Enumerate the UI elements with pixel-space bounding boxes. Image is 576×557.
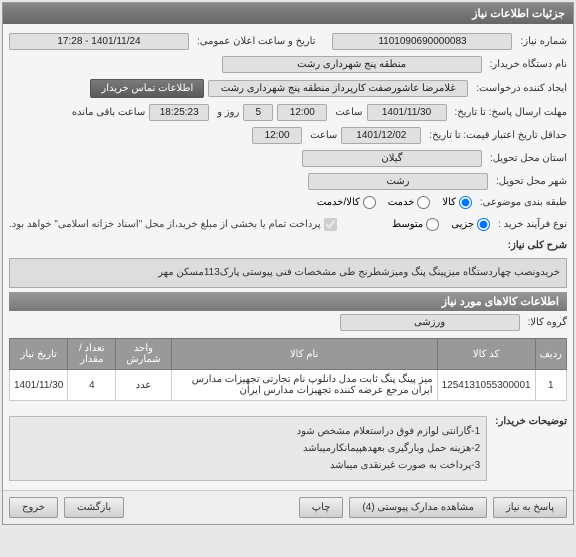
items-header: اطلاعات کالاهای مورد نیاز <box>9 292 567 311</box>
td-unit: عدد <box>116 370 171 401</box>
proc-partial-label: جزیی <box>451 219 474 230</box>
cat-goods-option[interactable]: کالا <box>442 196 472 209</box>
announce-label: تاریخ و ساعت اعلان عمومی: <box>193 36 316 47</box>
table-row: 1 1254131055300001 میز پینگ پنگ ثابت مدل… <box>10 370 567 401</box>
cat-service-radio[interactable] <box>417 196 430 209</box>
group-value: ورزشی <box>340 314 520 331</box>
proc-partial-radio[interactable] <box>477 218 490 231</box>
payment-notice-item: پرداخت تمام یا بخشی از مبلغ خرید،از محل … <box>9 215 337 234</box>
cat-goods-label: کالا <box>442 197 456 208</box>
items-table: ردیف کد کالا نام کالا واحد شمارش تعداد /… <box>9 338 567 401</box>
process-label: نوع فرآیند خرید : <box>494 219 567 230</box>
row-requester: ایجاد کننده درخواست: غلامرضا عاشورصفت کا… <box>9 76 567 101</box>
th-qty: تعداد / مقدار <box>68 339 116 370</box>
requester-label: ایجاد کننده درخواست: <box>472 83 567 94</box>
proc-medium-option[interactable]: متوسط <box>392 218 439 231</box>
proc-medium-radio[interactable] <box>426 218 439 231</box>
items-tbody: 1 1254131055300001 میز پینگ پنگ ثابت مدل… <box>10 370 567 401</box>
cat-service-label: خدمت <box>388 197 415 208</box>
details-panel: جزئیات اطلاعات نیاز شماره نیاز: 11010906… <box>2 2 574 525</box>
items-header-row: ردیف کد کالا نام کالا واحد شمارش تعداد /… <box>10 339 567 370</box>
items-thead: ردیف کد کالا نام کالا واحد شمارش تعداد /… <box>10 339 567 370</box>
row-province: استان محل تحویل: گیلان <box>9 147 567 170</box>
credit-label: حداقل تاریخ اعتبار قیمت: تا تاریخ: <box>425 130 567 141</box>
contact-buyer-button[interactable]: اطلاعات تماس خریدار <box>90 79 204 98</box>
exit-button[interactable]: خروج <box>9 497 58 518</box>
reply-button[interactable]: پاسخ به نیاز <box>493 497 567 518</box>
days-label: روز و <box>213 107 239 118</box>
category-label: طبقه بندی موضوعی: <box>476 197 567 208</box>
row-process: نوع فرآیند خرید : جزیی متوسط پرداخت تمام… <box>9 212 567 237</box>
proc-medium-label: متوسط <box>392 219 423 230</box>
th-row: ردیف <box>535 339 566 370</box>
row-deadline: مهلت ارسال پاسخ: تا تاریخ: 1401/11/30 سا… <box>9 101 567 124</box>
desc-box: خریدونصب چهاردستگاه میزپینگ پنگ ومیزشطرن… <box>9 258 567 288</box>
attachments-button[interactable]: مشاهده مدارک پیوستی (4) <box>349 497 487 518</box>
buyer-notes: 1-گارانتی لوازم فوق دراستعلام مشخص شود 2… <box>9 416 487 481</box>
th-date: تاریخ نیاز <box>10 339 68 370</box>
row-buyer-org: نام دستگاه خریدار: منطقه پنج شهرداری رشت <box>9 53 567 76</box>
td-row: 1 <box>535 370 566 401</box>
group-label: گروه کالا: <box>524 317 567 328</box>
remain-label: ساعت باقی مانده <box>68 107 145 118</box>
td-qty: 4 <box>68 370 116 401</box>
row-category: طبقه بندی موضوعی: کالا خدمت کالا/خدمت <box>9 193 567 212</box>
deadline-time: 12:00 <box>277 104 327 121</box>
th-unit: واحد شمارش <box>116 339 171 370</box>
province-value: گیلان <box>302 150 482 167</box>
time-remaining: 18:25:23 <box>149 104 209 121</box>
deadline-date: 1401/11/30 <box>367 104 447 121</box>
province-label: استان محل تحویل: <box>486 153 567 164</box>
deadline-label: مهلت ارسال پاسخ: تا تاریخ: <box>451 107 567 118</box>
process-radio-group: جزیی متوسط <box>392 218 490 231</box>
cat-both-option[interactable]: کالا/خدمت <box>317 196 376 209</box>
city-value: رشت <box>308 173 488 190</box>
time-label-2: ساعت <box>306 130 337 141</box>
cat-service-option[interactable]: خدمت <box>388 196 431 209</box>
requester-value: غلامرضا عاشورصفت کارپرداز منطقه پنج شهرد… <box>208 80 468 97</box>
payment-checkbox <box>324 218 337 231</box>
row-credit: حداقل تاریخ اعتبار قیمت: تا تاریخ: 1401/… <box>9 124 567 147</box>
td-name: میز پینگ پنگ ثابت مدل دانلوپ نام تجارتی … <box>171 370 437 401</box>
td-code: 1254131055300001 <box>437 370 535 401</box>
cat-both-label: کالا/خدمت <box>317 197 360 208</box>
payment-notice: پرداخت تمام یا بخشی از مبلغ خرید،از محل … <box>9 215 321 234</box>
announce-value: 1401/11/24 - 17:28 <box>9 33 189 50</box>
print-button[interactable]: چاپ <box>299 497 344 518</box>
buyer-org-value: منطقه پنج شهرداری رشت <box>222 56 482 73</box>
panel-body: شماره نیاز: 1101090690000083 تاریخ و ساع… <box>3 24 573 490</box>
row-group: گروه کالا: ورزشی <box>9 311 567 334</box>
th-code: کد کالا <box>437 339 535 370</box>
cat-goods-radio[interactable] <box>459 196 472 209</box>
category-radio-group: کالا خدمت کالا/خدمت <box>317 196 472 209</box>
city-label: شهر محل تحویل: <box>492 176 567 187</box>
row-city: شهر محل تحویل: رشت <box>9 170 567 193</box>
time-label-1: ساعت <box>331 107 362 118</box>
buyer-notes-label: توضیحات خریدار: <box>491 410 567 427</box>
proc-partial-option[interactable]: جزیی <box>451 218 490 231</box>
row-buyer-notes: توضیحات خریدار: 1-گارانتی لوازم فوق دراس… <box>9 407 567 484</box>
td-date: 1401/11/30 <box>10 370 68 401</box>
back-button[interactable]: بازگشت <box>64 497 124 518</box>
buyer-org-label: نام دستگاه خریدار: <box>486 59 567 70</box>
need-no-value: 1101090690000083 <box>332 33 512 50</box>
row-need-no: شماره نیاز: 1101090690000083 تاریخ و ساع… <box>9 30 567 53</box>
panel-title: جزئیات اطلاعات نیاز <box>3 3 573 24</box>
credit-time: 12:00 <box>252 127 302 144</box>
desc-label: شرح کلی نیاز: <box>504 240 567 251</box>
footer-buttons: پاسخ به نیاز مشاهده مدارک پیوستی (4) چاپ… <box>3 490 573 524</box>
row-desc-label: شرح کلی نیاز: <box>9 237 567 254</box>
days-remaining: 5 <box>243 104 273 121</box>
need-no-label: شماره نیاز: <box>516 36 567 47</box>
th-name: نام کالا <box>171 339 437 370</box>
credit-date: 1401/12/02 <box>341 127 421 144</box>
cat-both-radio[interactable] <box>363 196 376 209</box>
